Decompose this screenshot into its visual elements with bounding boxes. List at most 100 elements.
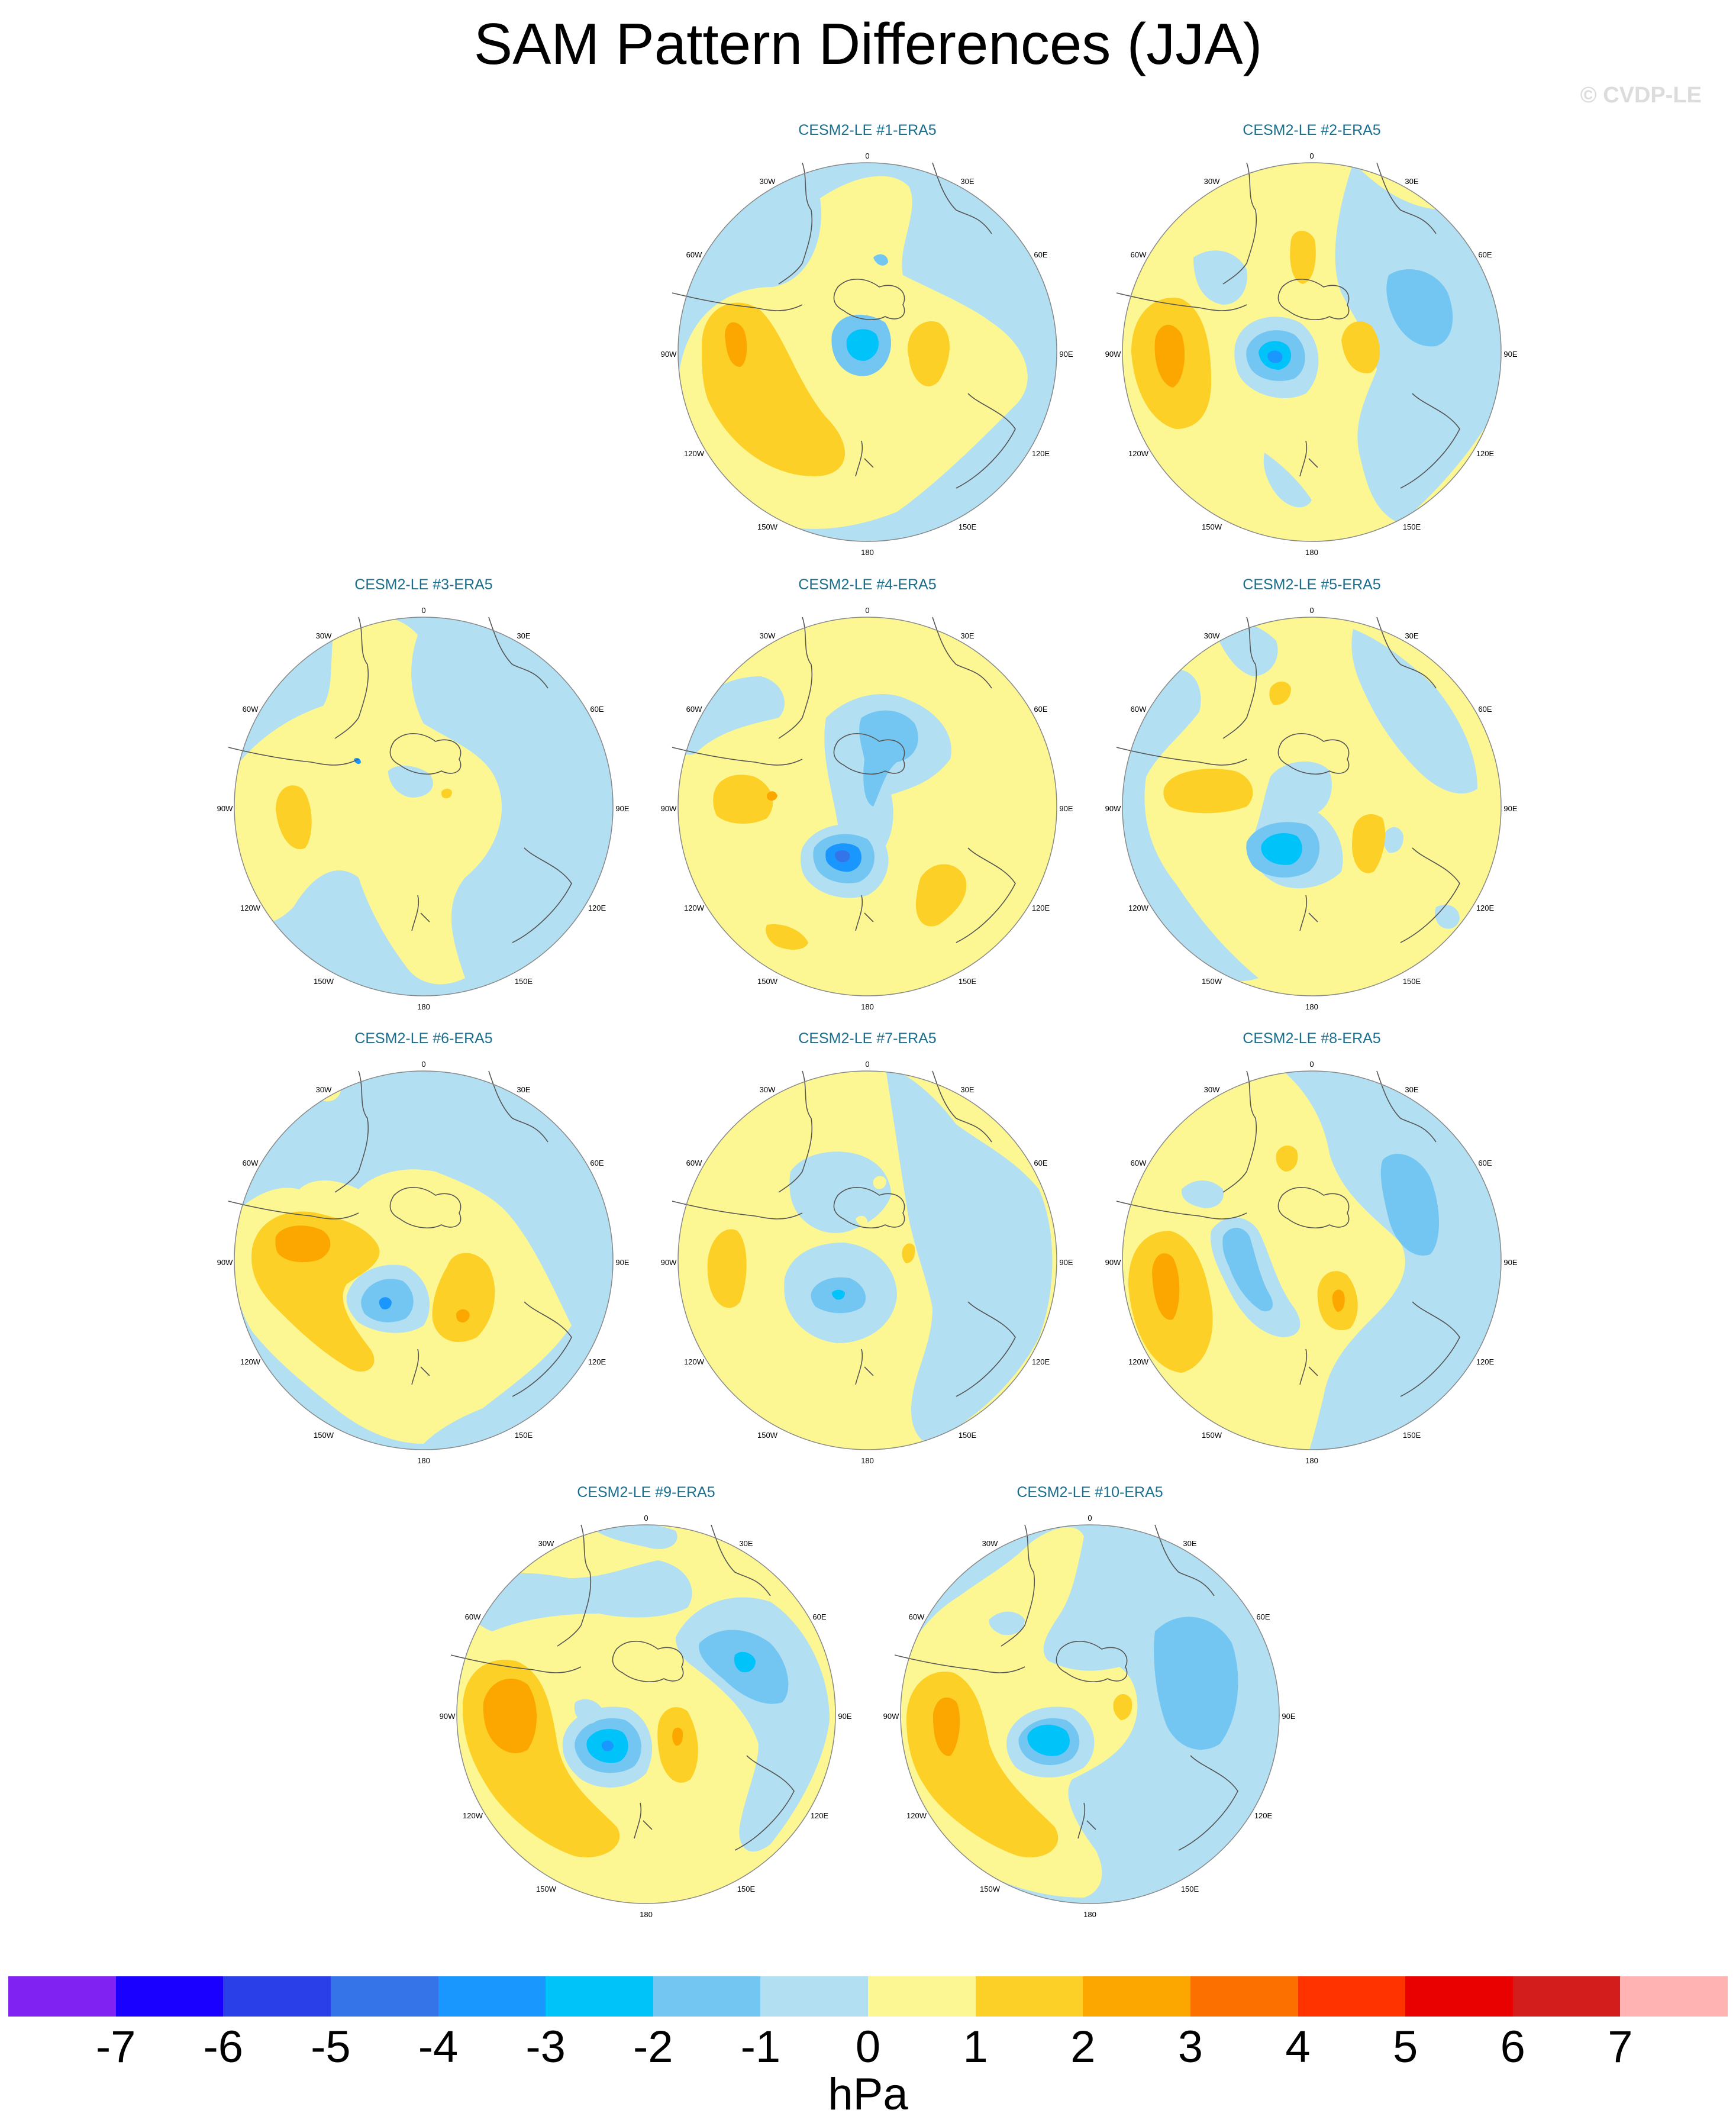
- panel-title: CESM2-LE #7-ERA5: [798, 1030, 937, 1047]
- svg-text:60E: 60E: [812, 1612, 826, 1621]
- svg-text:60E: 60E: [1034, 1159, 1047, 1167]
- svg-text:180: 180: [861, 1456, 874, 1465]
- svg-text:120E: 120E: [1032, 449, 1050, 458]
- svg-text:60E: 60E: [1478, 705, 1492, 714]
- svg-text:120E: 120E: [588, 1357, 606, 1366]
- colorbar-swatch: [1405, 1976, 1513, 2017]
- svg-text:90W: 90W: [217, 1258, 233, 1267]
- colorbar-swatch: [8, 1976, 116, 2017]
- colorbar-tick-label: 4: [1285, 2022, 1311, 2072]
- colorbar-swatch: [546, 1976, 653, 2017]
- svg-text:60E: 60E: [590, 705, 604, 714]
- svg-text:0: 0: [1088, 1514, 1092, 1522]
- polar-map: 0 30E 60E 90E 120E 150E 180 150W 120W 90…: [1105, 1060, 1518, 1465]
- colorbar-tick-label: -6: [203, 2022, 244, 2072]
- svg-text:30W: 30W: [316, 631, 332, 640]
- colorbar-tick-label: -3: [525, 2022, 566, 2072]
- colorbar-tick-label: 5: [1392, 2022, 1418, 2072]
- svg-text:150W: 150W: [314, 977, 334, 986]
- svg-text:120W: 120W: [684, 449, 705, 458]
- svg-text:180: 180: [1305, 548, 1318, 557]
- svg-text:30W: 30W: [982, 1539, 998, 1548]
- svg-text:60E: 60E: [1034, 250, 1047, 259]
- svg-text:30E: 30E: [1405, 177, 1418, 186]
- svg-text:150E: 150E: [1403, 977, 1421, 986]
- svg-text:60W: 60W: [1131, 705, 1147, 714]
- svg-text:30W: 30W: [316, 1085, 332, 1094]
- panel-title: CESM2-LE #10-ERA5: [1017, 1484, 1163, 1501]
- svg-text:60E: 60E: [1256, 1612, 1270, 1621]
- polar-map: 0 30E 60E 90E 120E 150E 180 150W 120W 90…: [217, 606, 630, 1011]
- svg-text:150E: 150E: [515, 977, 533, 986]
- colorbar-tick-label: -1: [740, 2022, 781, 2072]
- svg-text:150W: 150W: [757, 1431, 778, 1440]
- svg-text:180: 180: [861, 1002, 874, 1011]
- svg-text:180: 180: [1305, 1456, 1318, 1465]
- map-panel-4: CESM2-LE #4-ERA5 0 30E: [660, 576, 1074, 1017]
- svg-text:90E: 90E: [838, 1712, 851, 1721]
- svg-text:90E: 90E: [615, 804, 629, 813]
- svg-text:90W: 90W: [217, 804, 233, 813]
- map-panel-8: CESM2-LE #8-ERA5 0 30E 60: [1105, 1030, 1519, 1470]
- svg-text:120W: 120W: [906, 1811, 927, 1820]
- svg-text:150W: 150W: [757, 522, 778, 531]
- colorbar-tick-label: -7: [95, 2022, 136, 2072]
- svg-text:0: 0: [1309, 1060, 1314, 1069]
- svg-text:150E: 150E: [1403, 1431, 1421, 1440]
- svg-text:60W: 60W: [909, 1612, 925, 1621]
- svg-text:120E: 120E: [1032, 1357, 1050, 1366]
- colorbar-tick-label: 2: [1070, 2022, 1096, 2072]
- colorbar-swatch: [330, 1976, 438, 2017]
- svg-text:150E: 150E: [1403, 522, 1421, 531]
- svg-text:0: 0: [865, 606, 869, 615]
- colorbar-tick-label: 0: [855, 2022, 881, 2072]
- svg-text:60W: 60W: [465, 1612, 481, 1621]
- svg-text:60W: 60W: [686, 250, 702, 259]
- map-panel-9: CESM2-LE #9-ERA5: [439, 1483, 853, 1924]
- polar-map: 0 30E 60E 90E 120E 150E 180 150W 120W 90…: [1105, 606, 1518, 1011]
- colorbar-swatch: [868, 1976, 976, 2017]
- svg-text:90W: 90W: [1105, 804, 1121, 813]
- colorbar-swatch: [1083, 1976, 1190, 2017]
- svg-text:180: 180: [1305, 1002, 1318, 1011]
- svg-text:30E: 30E: [1183, 1539, 1196, 1548]
- svg-text:150W: 150W: [536, 1885, 557, 1893]
- svg-text:90E: 90E: [1282, 1712, 1295, 1721]
- svg-text:150E: 150E: [959, 977, 977, 986]
- svg-text:60W: 60W: [686, 1159, 702, 1167]
- panel-title: CESM2-LE #1-ERA5: [798, 122, 937, 138]
- colorbar-swatch: [1298, 1976, 1406, 2017]
- colorbar-tick-label: 1: [963, 2022, 988, 2072]
- colorbar-swatch: [438, 1976, 546, 2017]
- svg-text:90E: 90E: [1059, 1258, 1073, 1267]
- svg-text:150E: 150E: [959, 1431, 977, 1440]
- svg-text:0: 0: [644, 1514, 648, 1522]
- colorbar-swatch: [115, 1976, 224, 2017]
- svg-text:0: 0: [421, 606, 425, 615]
- svg-text:30W: 30W: [760, 1085, 776, 1094]
- polar-map: 0 30E 60E 90E 120E 150E 180 150W 120W 90…: [661, 606, 1073, 1011]
- svg-text:120W: 120W: [684, 1357, 705, 1366]
- svg-text:30W: 30W: [1204, 631, 1220, 640]
- svg-text:90E: 90E: [1503, 350, 1517, 359]
- svg-text:180: 180: [640, 1910, 653, 1919]
- polar-map: 0 30E 60E 90E 120E 150E 180 150W 120W 90…: [883, 1514, 1296, 1919]
- svg-text:30W: 30W: [760, 631, 776, 640]
- map-panel-2: CESM2-LE #2-ERA5 0: [1105, 121, 1519, 562]
- svg-text:90W: 90W: [440, 1712, 456, 1721]
- svg-text:150E: 150E: [959, 522, 977, 531]
- map-panel-5: CESM2-LE #5-ERA5 0: [1105, 576, 1519, 1017]
- svg-text:120W: 120W: [463, 1811, 483, 1820]
- svg-text:120E: 120E: [588, 904, 606, 912]
- svg-text:0: 0: [1309, 606, 1314, 615]
- colorbar-swatch: [1190, 1976, 1298, 2017]
- colorbar-tick-label: 3: [1177, 2022, 1203, 2072]
- svg-text:90E: 90E: [1059, 350, 1073, 359]
- svg-text:120W: 120W: [684, 904, 705, 912]
- svg-text:90E: 90E: [1503, 804, 1517, 813]
- polar-map: 0 30E 60E 90E 120E 150E 180 150W 120W 90…: [661, 1060, 1073, 1465]
- colorbar-swatch: [760, 1976, 868, 2017]
- svg-text:60W: 60W: [1131, 250, 1147, 259]
- svg-text:150W: 150W: [1202, 977, 1222, 986]
- svg-text:120E: 120E: [1254, 1811, 1273, 1820]
